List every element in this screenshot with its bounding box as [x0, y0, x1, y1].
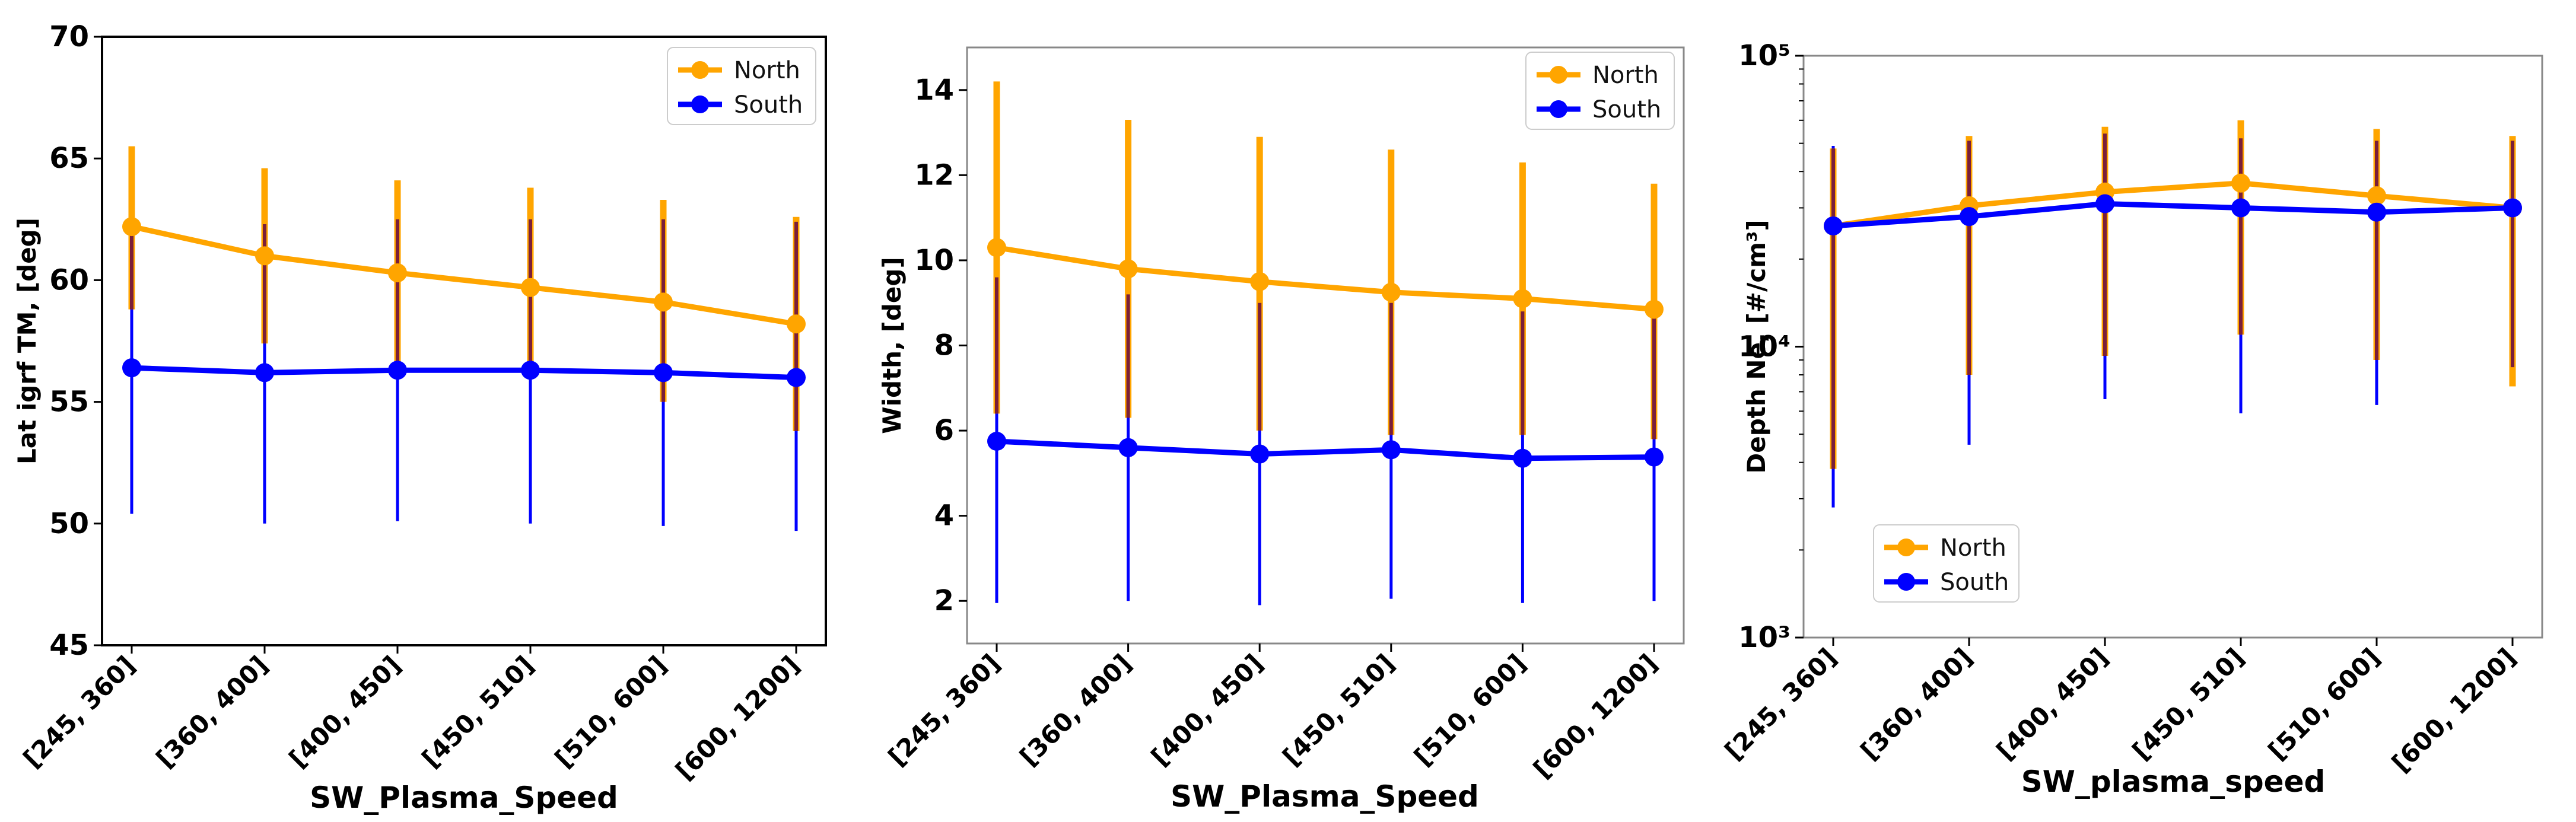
legend: North South [1873, 524, 2020, 603]
y-tick-label: 4 [934, 499, 954, 533]
north-point [2367, 186, 2386, 206]
north-point [987, 238, 1006, 257]
legend-label: South [1592, 96, 1661, 123]
south-point [2367, 202, 2386, 222]
x-tick-label: [400, 450] [1991, 642, 2114, 765]
legend-swatch-marker [1550, 100, 1567, 118]
south-point [987, 432, 1006, 451]
north-point [521, 278, 540, 297]
y-tick-label: 2 [934, 584, 954, 617]
north-series-line [131, 224, 797, 327]
south-point [2095, 194, 2114, 214]
north-point [388, 263, 407, 283]
north-point [654, 292, 673, 312]
south-point [388, 361, 407, 380]
plot-frame [101, 36, 827, 646]
x-tick-label: [360, 400] [1014, 648, 1137, 771]
x-tick-label: [245, 360] [18, 650, 141, 773]
x-tick-label: [450, 510] [2127, 642, 2250, 765]
south-point [122, 358, 141, 378]
south-point [2231, 198, 2250, 218]
x-tick-label: [245, 360] [1719, 642, 1842, 765]
y-tick-label: 55 [49, 385, 89, 419]
legend-swatch-marker [1550, 66, 1567, 84]
x-tick-label: [510, 600] [1408, 648, 1531, 771]
north-series-line [996, 244, 1655, 312]
legend-swatch-marker [1897, 573, 1915, 591]
y-tick-label: 70 [49, 20, 89, 53]
south-point [1513, 448, 1532, 468]
y-tick-label: 12 [914, 158, 954, 192]
legend-swatch-marker [1897, 539, 1915, 556]
plot-frame [966, 46, 1685, 645]
legend-label: North [1592, 62, 1659, 89]
legend-swatch-marker [691, 95, 709, 113]
south-point [654, 363, 673, 383]
north-point [122, 217, 141, 237]
south-point [1381, 440, 1401, 460]
legend-swatch-marker [691, 61, 709, 79]
y-tick-label: 14 [914, 74, 954, 107]
south-point [787, 368, 806, 387]
y-tick-label: 10³ [1738, 621, 1791, 654]
north-point [1250, 272, 1270, 291]
x-axis-title: SW_plasma_speed [2021, 764, 2326, 799]
x-tick-label: [400, 450] [1146, 648, 1268, 771]
y-tick-label: 10 [914, 244, 954, 277]
y-tick-label: 60 [49, 263, 89, 297]
x-axis-title: SW_Plasma_Speed [310, 780, 618, 815]
south-point [1250, 444, 1270, 464]
x-axis-title: SW_Plasma_Speed [1171, 779, 1479, 814]
y-tick-label: 45 [49, 629, 89, 662]
y-axis-title: Depth Ne, [#/cm³] [1742, 219, 1771, 473]
x-tick-label: [360, 400] [151, 650, 273, 773]
x-tick-label: [450, 510] [1277, 648, 1400, 771]
x-tick-label: [450, 510] [416, 650, 539, 773]
south-point [1118, 438, 1138, 457]
south-point [1960, 207, 1979, 227]
y-tick-label: 8 [934, 329, 954, 362]
south-point [2503, 198, 2522, 218]
y-tick-label: 6 [934, 414, 954, 447]
chart-panel-1: 45 50 55 60 65 70 [245, 360] [360, 400] [400, 45… [12, 20, 827, 815]
legend-label: North [1940, 534, 2006, 562]
south-point [1824, 216, 1843, 235]
x-tick-label: [245, 360] [883, 648, 1006, 771]
south-point [521, 361, 540, 380]
north-point [1645, 300, 1664, 319]
north-point [1118, 259, 1138, 279]
north-point [787, 314, 806, 334]
x-tick-label: [600, 1200] [670, 650, 805, 785]
y-tick-label: 10⁵ [1738, 39, 1791, 72]
y-tick-label: 50 [49, 507, 89, 540]
south-series-line [996, 438, 1655, 461]
x-tick-label: [510, 600] [2263, 642, 2386, 765]
north-point [1381, 282, 1401, 302]
north-series-line [1833, 180, 2513, 229]
legend: North South [1525, 52, 1675, 130]
legend-label: South [1940, 569, 2009, 596]
north-point [1513, 289, 1532, 308]
south-series-line [1833, 200, 2513, 229]
legend-label: South [734, 91, 803, 119]
x-tick-label: [600, 1200] [1528, 648, 1663, 783]
legend-label: North [734, 57, 800, 84]
y-tick-label: 65 [49, 142, 89, 175]
y-axis-title: Width, [deg] [877, 257, 907, 434]
south-series-line [131, 365, 797, 381]
x-tick-label: [600, 1200] [2386, 642, 2521, 778]
x-tick-label: [360, 400] [1855, 642, 1978, 765]
south-point [255, 363, 274, 383]
chart-panel-2: 2 4 6 8 10 12 14 [245, 360] [360, 400] [400, 450]… [877, 46, 1685, 814]
x-tick-label: [510, 600] [549, 650, 672, 773]
y-axis-title: Lat igrf TM, [deg] [12, 218, 42, 464]
y-tick-label: 10⁴ [1738, 330, 1791, 364]
legend: North South [667, 47, 816, 125]
x-tick-label: [400, 450] [284, 650, 406, 773]
south-point [1645, 447, 1664, 467]
north-point [2231, 173, 2250, 193]
north-point [255, 246, 274, 266]
